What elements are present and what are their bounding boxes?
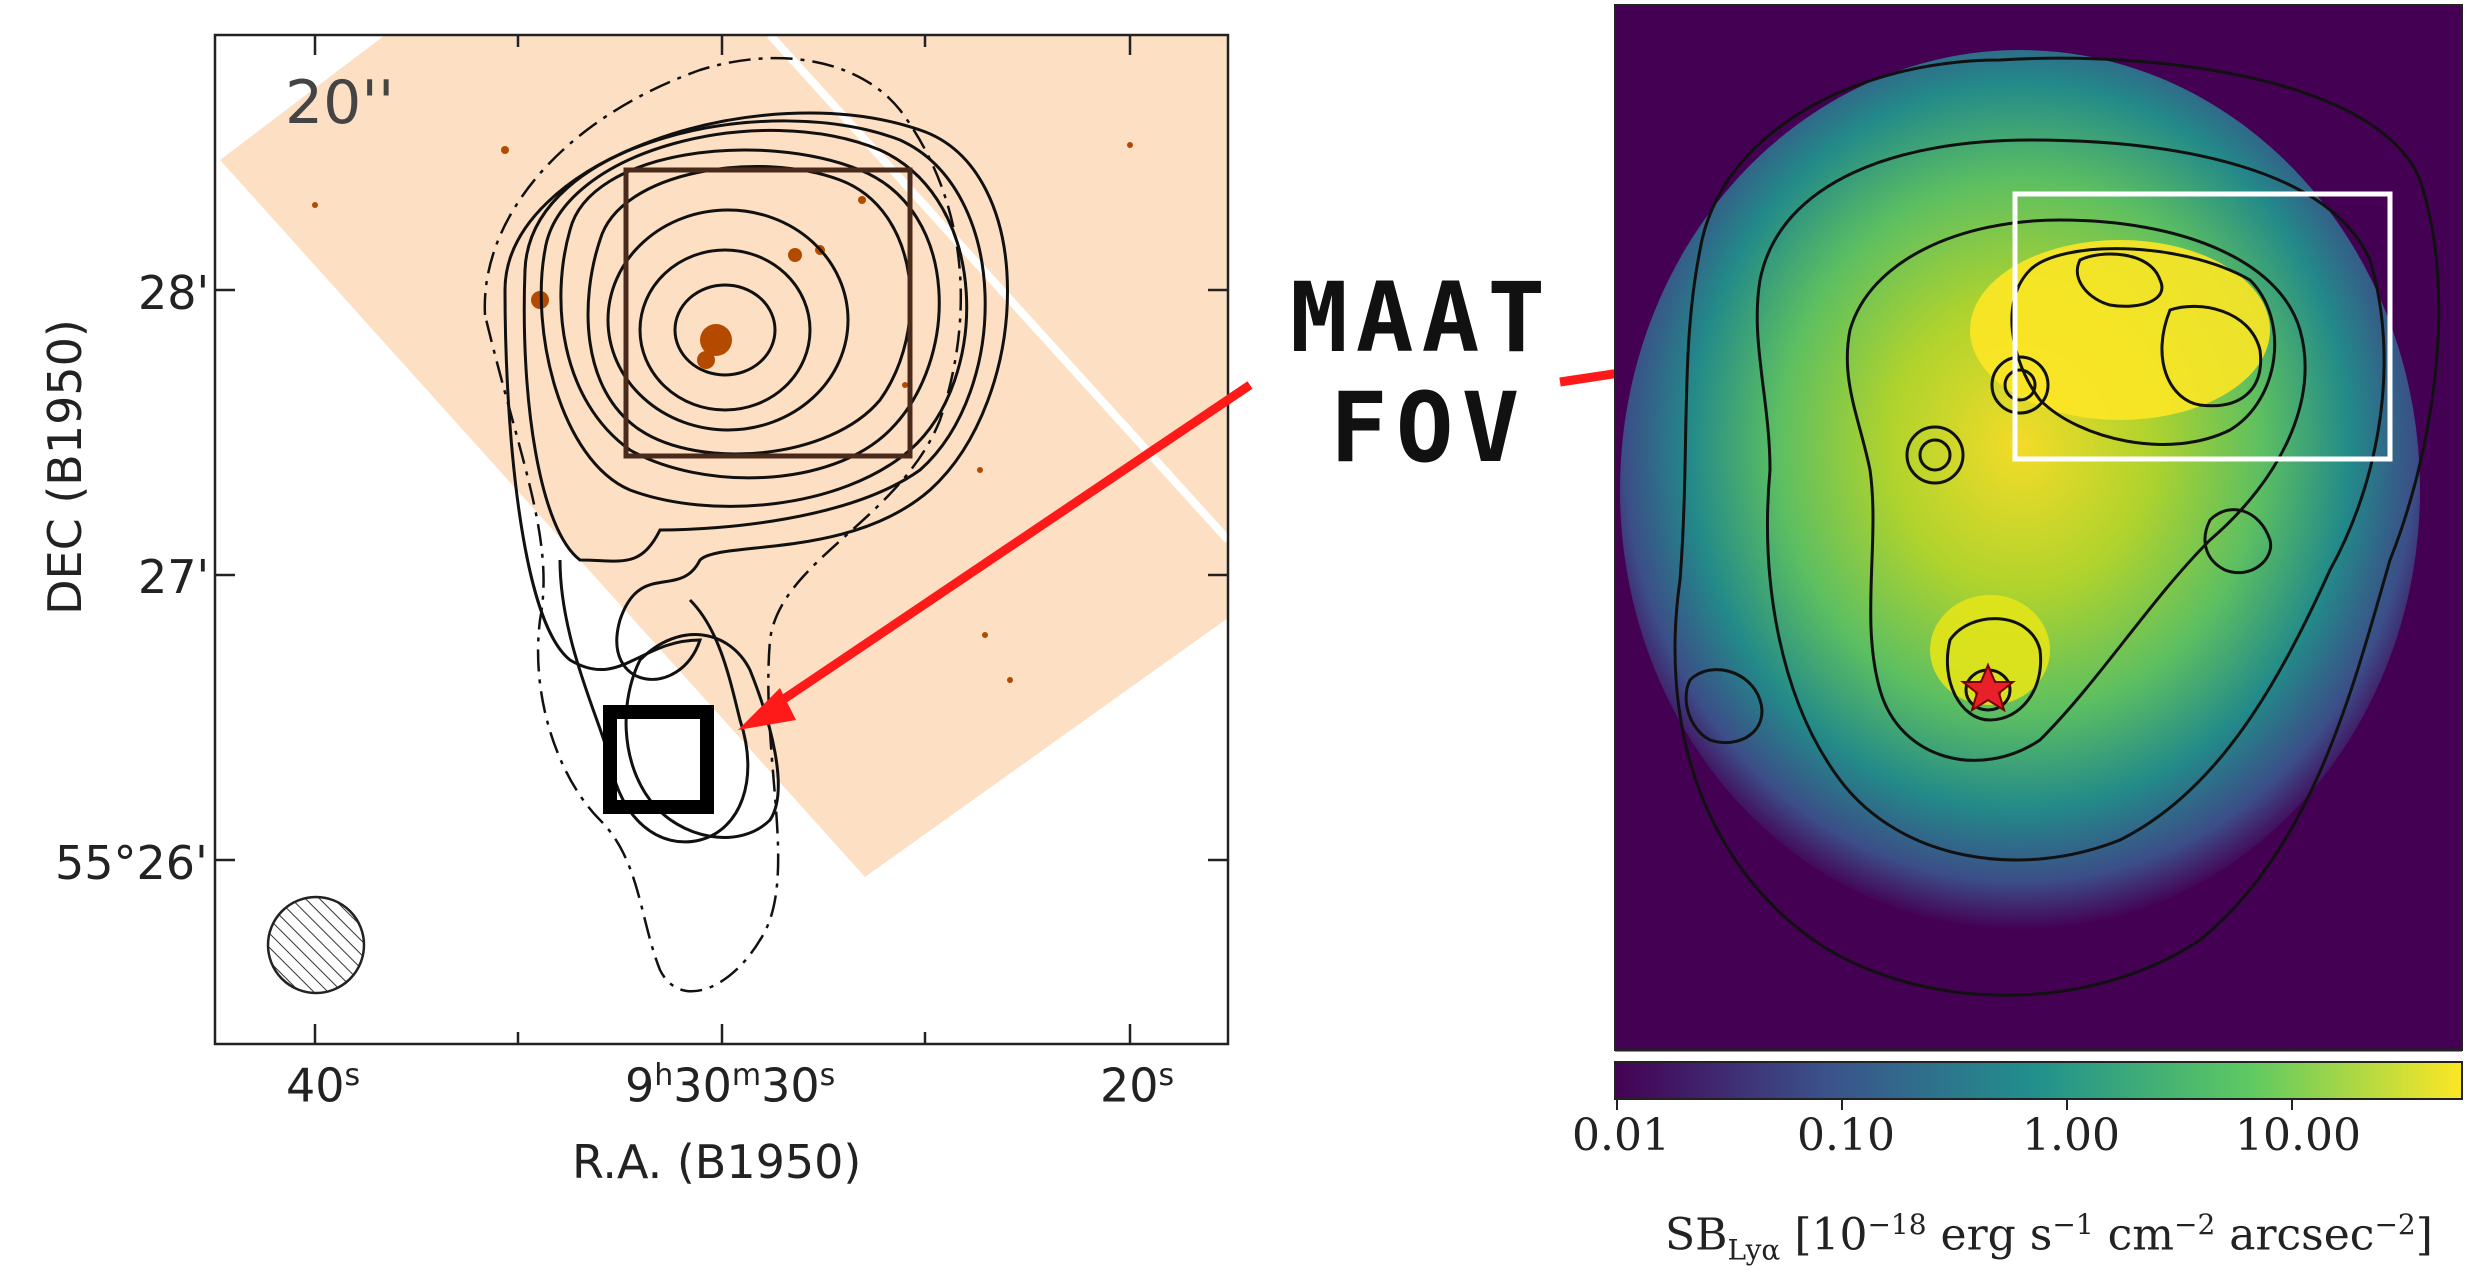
radio-contours: [503, 111, 1009, 844]
maat-fov-box: [2012, 191, 2393, 462]
colorbar-tick-0: 0.01: [1572, 1110, 1670, 1161]
y-tick-label-28: 28': [138, 266, 210, 320]
maat-label: MAAT: [1290, 262, 1554, 374]
x-axis-label: R.A. (B1950): [572, 1135, 862, 1189]
fov-label: FOV: [1330, 372, 1528, 484]
colorbar: [1614, 1061, 2463, 1100]
scale-label: 20'': [285, 68, 395, 138]
beam-ellipse: [266, 895, 366, 995]
colorbar-tick-3: 10.00: [2235, 1110, 2361, 1161]
x-tick-label-40s: 40s: [286, 1058, 361, 1113]
lya-contours: [1673, 56, 2441, 997]
y-tick-label-26: 55°26': [55, 836, 208, 890]
x-tick-label-20s: 20s: [1100, 1058, 1175, 1113]
y-tick-label-27: 27': [138, 550, 210, 604]
star-marker: [1960, 662, 2016, 713]
maat-square-small: [603, 705, 714, 814]
x-tick-label-center: 9h30m30s: [625, 1058, 836, 1113]
colorbar-tick-1: 0.10: [1797, 1110, 1895, 1161]
x-ticks: [313, 35, 1132, 1044]
colorbar-label: SBLyα [10−18 erg s−1 cm−2 arcsec−2]: [1665, 1208, 2433, 1267]
colorbar-ticks: [1616, 1099, 2293, 1110]
maat-square-hst: [623, 167, 913, 459]
colorbar-tick-2: 1.00: [2022, 1110, 2120, 1161]
lya-nebula: [1620, 50, 2420, 930]
y-ticks: [215, 288, 1228, 862]
dashdot-contour: [483, 56, 963, 993]
